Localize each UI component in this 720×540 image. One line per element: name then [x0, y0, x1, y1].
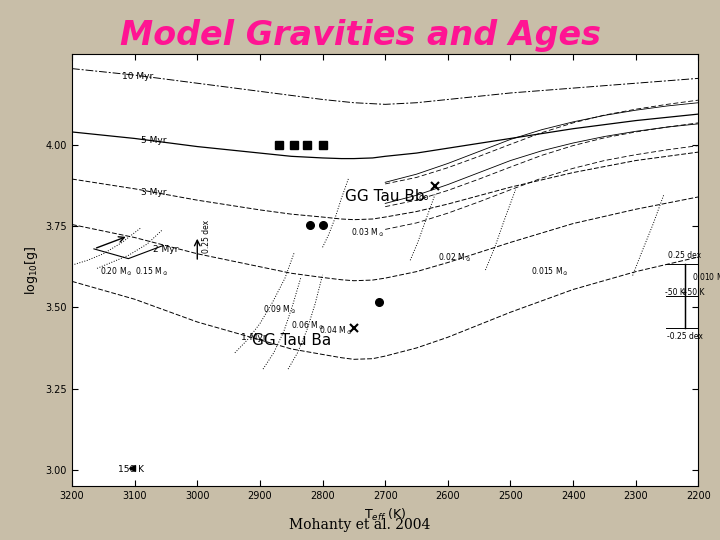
Text: 3 Myr: 3 Myr: [141, 188, 166, 197]
Text: 0.09 M$_\odot$: 0.09 M$_\odot$: [263, 303, 296, 316]
Text: 10 Myr: 10 Myr: [122, 72, 153, 80]
Y-axis label: log$_{10}$[g]: log$_{10}$[g]: [23, 245, 40, 295]
Text: 0.06 M$_\odot$: 0.06 M$_\odot$: [292, 320, 325, 332]
Text: -0.25 dex: -0.25 dex: [667, 332, 703, 341]
Text: 2 Myr: 2 Myr: [153, 245, 179, 254]
Text: 0.04 M$_\odot$: 0.04 M$_\odot$: [320, 325, 353, 337]
Text: 0.25 dex: 0.25 dex: [202, 219, 211, 253]
Text: 0.015 M$_\odot$: 0.015 M$_\odot$: [531, 266, 569, 279]
Text: 0.15 M$_\odot$: 0.15 M$_\odot$: [135, 266, 168, 279]
Text: GG Tau Bb: GG Tau Bb: [346, 189, 425, 204]
Text: 0.20 M$_\odot$: 0.20 M$_\odot$: [100, 266, 133, 279]
Text: 150 K: 150 K: [118, 465, 144, 474]
Text: GG Tau Ba: GG Tau Ba: [251, 333, 331, 348]
X-axis label: T$_{eff}$ (K): T$_{eff}$ (K): [364, 507, 407, 523]
Text: Model Gravities and Ages: Model Gravities and Ages: [120, 19, 600, 52]
Text: 0.03 M$_\odot$: 0.03 M$_\odot$: [351, 227, 384, 239]
Text: +50 K: +50 K: [681, 288, 705, 297]
Text: 0.010 M$_\odot$: 0.010 M$_\odot$: [692, 272, 720, 284]
Text: 1 Myr: 1 Myr: [241, 333, 266, 342]
Text: 0.02 M$_\odot$: 0.02 M$_\odot$: [438, 251, 472, 264]
Text: 5 Myr: 5 Myr: [141, 136, 166, 145]
Text: 0.25 dex: 0.25 dex: [668, 251, 701, 260]
Text: Mohanty et al. 2004: Mohanty et al. 2004: [289, 518, 431, 532]
Text: $\infty$: $\infty$: [417, 190, 429, 204]
Text: -50 K: -50 K: [665, 288, 685, 297]
